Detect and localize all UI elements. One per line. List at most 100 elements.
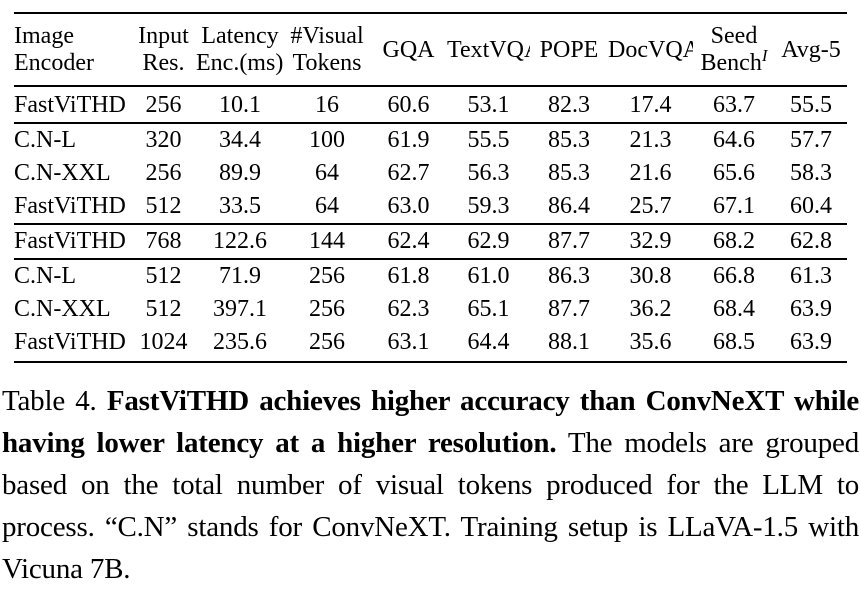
encoder-cell: C.N-L (14, 122, 131, 157)
table-cell: 60.6 (387, 92, 430, 118)
col-header-input-res: Input Res. (131, 13, 196, 87)
table-cell: 256 (309, 296, 345, 322)
seedbench-superscript: I (761, 46, 768, 65)
table-cell: 768 (131, 223, 196, 259)
col-header-docvqa: DocVQA (608, 13, 693, 87)
table-cell: 36.2 (629, 296, 672, 322)
table-cell: 34.4 (196, 122, 284, 157)
encoder-cell: FastViTHD (14, 223, 131, 259)
table-cell: 21.3 (608, 122, 693, 157)
table-cell: 10.1 (219, 92, 261, 118)
encoder-cell: C.N-L (14, 258, 131, 293)
table-row: FastViTHD 512 33.5 64 63.0 59.3 86.4 25.… (14, 190, 847, 224)
table-cell: 58.3 (790, 160, 832, 186)
col-header-seedbench: Seed BenchI (693, 13, 775, 87)
table-cell: 512 (145, 193, 182, 219)
col-header-textvqa: TextVQA (447, 13, 530, 87)
table-cell: 85.3 (548, 160, 590, 186)
table-cell: 61.9 (370, 122, 447, 157)
caption-bold-text: FastViTHD achieves higher accuracy than … (2, 385, 859, 459)
col-header-visual-tokens: #Visual Tokens (284, 13, 370, 87)
table-cell: 235.6 (213, 329, 267, 355)
header-line: DocVQA (608, 36, 693, 63)
table-cell: 63.7 (713, 92, 755, 118)
table-cell: 60.4 (790, 193, 832, 219)
table-cell: 61.0 (447, 258, 530, 293)
table-cell: 55.5 (447, 122, 530, 157)
table-cell: 16 (315, 92, 339, 118)
table-cell: 100 (284, 122, 370, 157)
encoder-cell: C.N-XXL (14, 160, 111, 186)
encoder-cell: C.N-XXL (14, 296, 111, 322)
table-cell: 64 (315, 160, 339, 186)
header-line: Encoder (14, 50, 94, 76)
table-cell: 88.1 (548, 329, 590, 355)
table-cell: 256 (145, 92, 182, 118)
header-line: POPE (539, 36, 599, 63)
col-header-pope: POPE (530, 13, 608, 87)
table-cell: 63.9 (790, 329, 832, 355)
table-cell: 1024 (139, 329, 188, 355)
col-header-latency: Latency Enc.(ms)↓ (196, 13, 284, 87)
table-cell: 71.9 (196, 258, 284, 293)
table-cell: 397.1 (213, 296, 267, 322)
table-cell: 62.8 (775, 223, 847, 259)
table-cell: 25.7 (629, 193, 672, 219)
col-header-image-encoder: Image Encoder (14, 13, 131, 87)
caption-body-text: The models are grouped based on the tota… (2, 427, 860, 585)
table-cell: 32.9 (608, 223, 693, 259)
encoder-cell: FastViTHD (14, 92, 126, 118)
table-caption: Table 4. FastViTHD achieves higher accur… (2, 380, 859, 590)
table-cell: 256 (284, 258, 370, 293)
table-body: FastViTHD 256 10.1 16 60.6 53.1 82.3 17.… (14, 86, 847, 362)
results-table-wrapper: Image Encoder Input Res. Latency Enc.(ms… (14, 12, 847, 363)
table-cell: 63.1 (387, 329, 430, 355)
table-cell: 122.6 (196, 223, 284, 259)
header-line: TextVQA (447, 36, 530, 63)
table-row: C.N-XXL 512 397.1 256 62.3 65.1 87.7 36.… (14, 293, 847, 326)
table-cell: 68.2 (693, 223, 775, 259)
table-cell: 64.4 (467, 329, 510, 355)
table-cell: 35.6 (629, 329, 672, 355)
encoder-cell: FastViTHD (14, 329, 126, 355)
table-cell: 87.7 (548, 296, 590, 322)
col-header-gqa: GQA (370, 13, 447, 87)
table-cell: 320 (131, 122, 196, 157)
table-cell: 56.3 (467, 160, 510, 186)
col-header-avg5: Avg-5 (775, 13, 847, 87)
header-line: Latency (201, 23, 279, 49)
table-cell: 57.7 (775, 122, 847, 157)
header-line: Image (14, 23, 74, 49)
header-line: Res. (142, 50, 185, 76)
table-cell: 256 (309, 329, 345, 355)
results-table: Image Encoder Input Res. Latency Enc.(ms… (14, 12, 847, 363)
header-line: Avg-5 (781, 36, 841, 63)
table-cell: 21.6 (629, 160, 672, 186)
table-cell: 62.4 (370, 223, 447, 259)
caption-label: Table 4. (2, 385, 97, 417)
header-row: Image Encoder Input Res. Latency Enc.(ms… (14, 13, 847, 87)
table-cell: 86.4 (548, 193, 590, 219)
table-row: FastViTHD 256 10.1 16 60.6 53.1 82.3 17.… (14, 86, 847, 123)
table-cell: 53.1 (467, 92, 510, 118)
table-cell: 512 (131, 258, 196, 293)
table-row: C.N-XXL 256 89.9 64 62.7 56.3 85.3 21.6 … (14, 157, 847, 190)
table-cell: 87.7 (530, 223, 608, 259)
table-row: FastViTHD 1024 235.6 256 63.1 64.4 88.1 … (14, 326, 847, 362)
table-cell: 63.9 (790, 296, 832, 322)
table-cell: 82.3 (548, 92, 590, 118)
table-cell: 85.3 (530, 122, 608, 157)
encoder-cell: FastViTHD (14, 193, 126, 219)
table-cell: 30.8 (608, 258, 693, 293)
table-header: Image Encoder Input Res. Latency Enc.(ms… (14, 13, 847, 87)
table-cell: 65.1 (467, 296, 510, 322)
table-cell: 62.7 (387, 160, 430, 186)
table-row: FastViTHD 768 122.6 144 62.4 62.9 87.7 3… (14, 223, 847, 259)
table-cell: 89.9 (219, 160, 261, 186)
table-cell: 55.5 (790, 92, 832, 118)
table-cell: 144 (284, 223, 370, 259)
header-line: Enc.(ms)↓ (196, 50, 284, 76)
table-cell: 63.0 (387, 193, 430, 219)
table-cell: 61.8 (370, 258, 447, 293)
table-cell: 68.5 (713, 329, 755, 355)
